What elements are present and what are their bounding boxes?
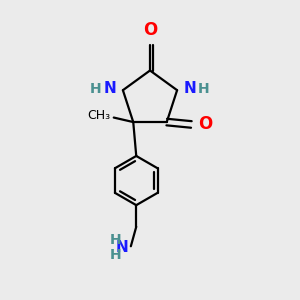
Text: H: H — [110, 233, 121, 247]
Text: N: N — [184, 82, 196, 97]
Text: N: N — [116, 240, 128, 255]
Text: O: O — [198, 115, 212, 133]
Text: H: H — [110, 248, 121, 262]
Text: H: H — [90, 82, 101, 96]
Text: O: O — [143, 21, 157, 39]
Text: N: N — [103, 82, 116, 97]
Text: H: H — [198, 82, 210, 96]
Text: CH₃: CH₃ — [87, 109, 110, 122]
